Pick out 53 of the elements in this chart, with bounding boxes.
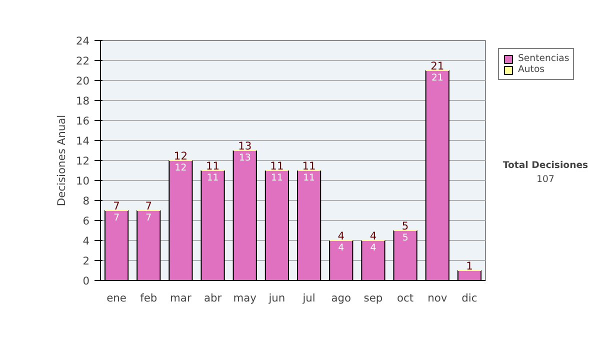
x-tick-label: feb xyxy=(140,292,158,304)
data-label: 4 xyxy=(370,242,376,254)
x-tick-label: mar xyxy=(170,292,192,304)
total-label: 7 xyxy=(145,200,152,212)
total-label: 7 xyxy=(113,200,120,212)
data-label: 11 xyxy=(303,172,316,184)
total-label: 4 xyxy=(370,230,377,242)
data-label: 12 xyxy=(174,162,187,174)
data-label: 5 xyxy=(402,232,408,244)
total-label: 1 xyxy=(466,260,473,272)
legend-label: Sentencias xyxy=(518,53,570,64)
legend-label: Autos xyxy=(518,64,545,75)
y-tick-label: 2 xyxy=(82,254,90,268)
y-axis-title: Decisiones Anual xyxy=(54,114,68,206)
data-label: 7 xyxy=(146,212,152,224)
y-tick-label: 18 xyxy=(76,94,90,108)
total-label: 11 xyxy=(302,160,316,172)
x-tick-label: abr xyxy=(204,292,222,304)
total-label: 12 xyxy=(174,150,188,162)
total-label: 5 xyxy=(402,220,409,232)
y-tick-label: 8 xyxy=(82,194,90,208)
x-tick-label: ago xyxy=(331,292,352,304)
x-tick-label: ene xyxy=(106,292,126,304)
total-label: 11 xyxy=(270,160,284,172)
x-tick-label: jul xyxy=(302,292,316,304)
data-label: 4 xyxy=(338,242,344,254)
data-label: 11 xyxy=(271,172,283,184)
total-label: 21 xyxy=(430,60,444,72)
y-tick-label: 6 xyxy=(82,214,90,228)
x-tick-label: jun xyxy=(268,292,286,304)
y-tick-label: 0 xyxy=(82,274,90,288)
y-tick-label: 22 xyxy=(76,54,90,68)
total-label: 11 xyxy=(206,160,220,172)
y-tick-label: 16 xyxy=(76,114,90,128)
data-label: 11 xyxy=(206,172,219,184)
y-tick-label: 20 xyxy=(76,74,90,88)
x-tick-label: dic xyxy=(462,292,478,304)
text: 107 xyxy=(536,174,554,185)
x-tick-label: nov xyxy=(428,292,448,304)
x-tick-label: sep xyxy=(364,292,383,304)
data-label: 7 xyxy=(114,212,120,224)
data-label: 13 xyxy=(238,152,251,164)
total-label: 4 xyxy=(338,230,345,242)
y-tick-label: 4 xyxy=(82,234,90,248)
y-tick-label: 14 xyxy=(76,134,90,148)
text: Total Decisiones xyxy=(502,160,589,171)
y-tick-label: 10 xyxy=(76,174,90,188)
x-tick-label: may xyxy=(233,292,256,304)
y-tick-label: 12 xyxy=(76,154,90,168)
y-tick-label: 24 xyxy=(76,34,90,48)
total-label: 13 xyxy=(238,140,252,152)
data-label: 21 xyxy=(431,72,444,84)
x-tick-label: oct xyxy=(397,292,414,304)
